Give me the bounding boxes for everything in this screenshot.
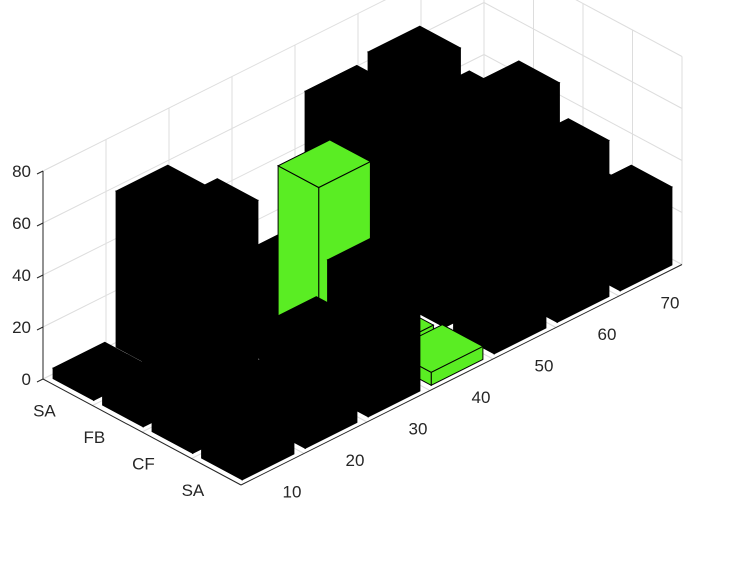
bar-top-face <box>200 395 295 444</box>
bar <box>452 222 547 355</box>
bar-top-face <box>164 178 259 227</box>
y-tick-label: FB <box>84 428 106 447</box>
tick-labels: 0 20 40 60 80 SA FB CF SA 10 20 30 40 50 60 70 <box>12 162 679 501</box>
y-tick-label: CF <box>132 454 155 473</box>
x-tick-label: 50 <box>535 356 554 375</box>
bar-top-face <box>263 296 358 345</box>
z-tick-mark <box>36 378 44 383</box>
bar-top-face <box>466 60 561 110</box>
bar-top-face <box>304 64 399 114</box>
bar-top-face <box>277 139 372 189</box>
bar-front-face <box>367 254 421 418</box>
z-tick-label: 0 <box>22 370 31 389</box>
bar-top-face <box>151 376 246 426</box>
z-tick-mark <box>36 274 44 279</box>
z-tick-mark <box>36 326 44 331</box>
z-tick-mark <box>36 170 44 175</box>
bar <box>200 395 295 481</box>
bar-top-face <box>101 355 196 404</box>
z-tick-label: 60 <box>12 214 31 233</box>
bar-top-face <box>326 233 421 283</box>
bar-top-face <box>403 143 498 193</box>
bar-side-face <box>115 190 158 370</box>
bar-top-face <box>515 118 610 167</box>
x-tick-label: 60 <box>598 325 617 344</box>
x-tick-label: 40 <box>472 388 491 407</box>
bars <box>52 25 673 481</box>
bar <box>164 178 259 397</box>
bar-top-face <box>353 101 448 151</box>
y-axis-line <box>42 378 242 486</box>
y-tick-label: SA <box>33 401 56 420</box>
wall-grid-line <box>42 0 387 172</box>
bar-top-face <box>452 222 547 272</box>
z-tick-label: 80 <box>12 162 31 181</box>
bar <box>578 164 673 292</box>
z-tick-label: 20 <box>12 318 31 337</box>
x-tick-label: 30 <box>409 419 428 438</box>
x-tick-label: 20 <box>346 451 365 470</box>
x-axis-line <box>240 264 683 486</box>
x-tick-label: 70 <box>661 293 680 312</box>
y-tick-label: SA <box>182 481 205 500</box>
z-tick-label: 40 <box>12 266 31 285</box>
x-tick-label: 10 <box>283 482 302 501</box>
bar-front-face <box>556 139 610 324</box>
z-tick-mark <box>36 222 44 227</box>
bar-top-face <box>367 25 462 75</box>
